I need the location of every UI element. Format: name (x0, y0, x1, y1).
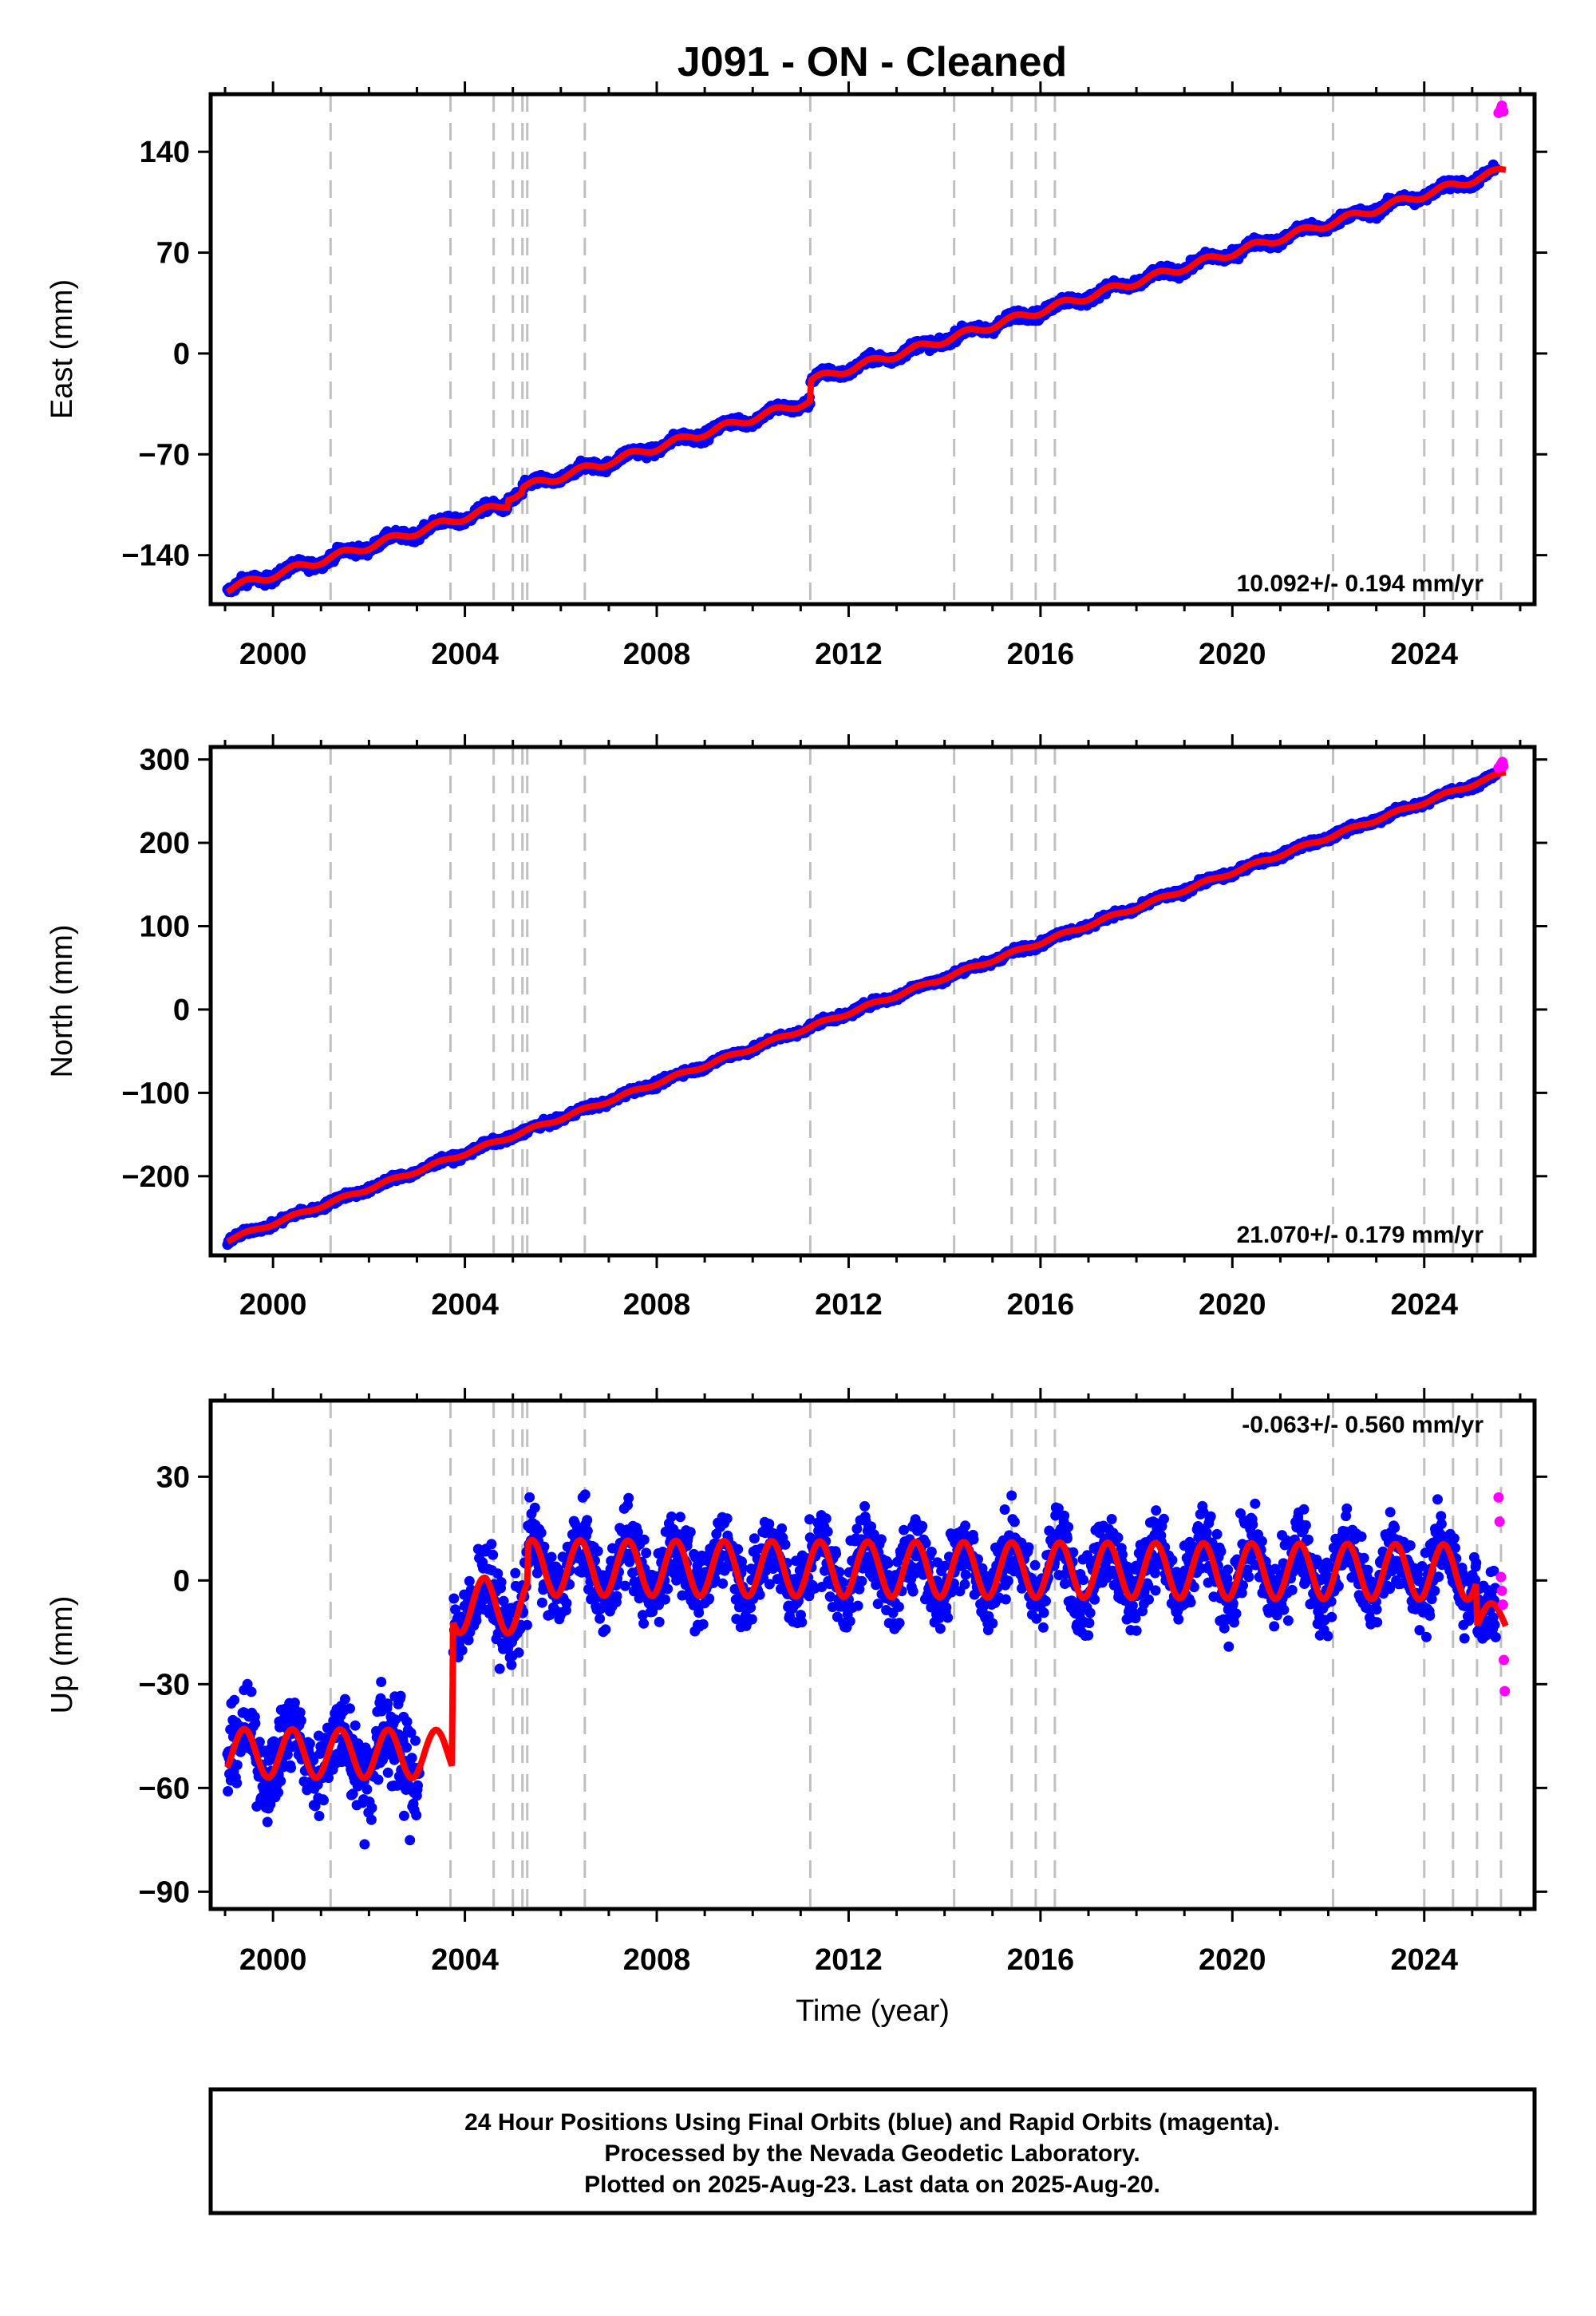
y-tick-label: 70 (156, 237, 190, 271)
x-tick-label: 2016 (1007, 638, 1075, 671)
y-tick-label: −140 (121, 539, 190, 573)
model-fit-line (225, 165, 1507, 595)
y-axis-label: East (mm) (45, 279, 79, 419)
plot-frame (208, 92, 1537, 607)
rapid-orbit-point (1498, 106, 1509, 117)
figure-title: J091 - ON - Cleaned (678, 39, 1067, 85)
plot-area (222, 747, 1509, 1255)
x-tick-label: 2012 (815, 638, 883, 671)
x-tick-label: 2020 (1199, 638, 1266, 671)
plot-area (222, 94, 1509, 604)
y-tick-label: 140 (140, 136, 190, 169)
x-tick-label: 2008 (623, 638, 691, 671)
rate-label: 10.092+/- 0.194 mm/yr (1237, 571, 1484, 597)
x-tick-label: 2004 (431, 638, 499, 671)
north-panel: 2000 2004 2008 2012 2016 2020 20243002001000−1… (45, 734, 1547, 1322)
east-panel: 2000 2004 2008 2012 2016 2020 2024 140 70 0 −70 −14… (45, 81, 1547, 671)
y-tick-label: −70 (139, 438, 190, 472)
y-tick-label: 0 (173, 338, 190, 371)
x-tick-label: 2000 (239, 638, 307, 671)
x-tick-label: 2024 (1390, 638, 1458, 671)
